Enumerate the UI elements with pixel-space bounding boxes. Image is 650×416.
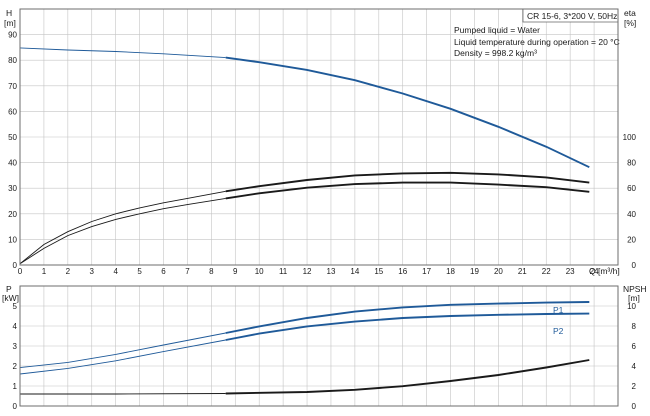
top-chart-series (19, 47, 590, 265)
y-tick-label-right: 6 (632, 342, 637, 351)
bottom-right-axis-unit: [m] (628, 293, 640, 303)
x-tick-label: 21 (518, 267, 527, 276)
x-tick-label: 2 (66, 267, 71, 276)
bottom-right-axis-label: NPSH (623, 284, 647, 294)
series-p2-line-extended (19, 339, 226, 375)
bottom-chart-grid (20, 286, 618, 406)
series-efficiency-lower-line-extended (19, 197, 226, 265)
info-line: Density = 998.2 kg/m³ (454, 48, 537, 58)
y-tick-label-right: 80 (627, 159, 636, 168)
top-left-axis-unit: [m] (4, 18, 16, 28)
y-tick-label-left: 80 (8, 56, 17, 65)
info-line: Pumped liquid = Water (454, 25, 540, 35)
series-p1-line (225, 301, 590, 334)
bottom-left-axis-label: P (6, 284, 12, 294)
bottom-chart-frame (19, 285, 619, 407)
x-tick-label: 13 (327, 267, 336, 276)
bottom-left-axis-unit: [kW] (2, 293, 19, 303)
x-tick-label: 4 (113, 267, 118, 276)
top-right-axis-label: eta (624, 8, 636, 18)
y-tick-label-left: 4 (13, 322, 18, 331)
series-npsh-line-extended (20, 393, 226, 395)
x-tick-label: 1 (42, 267, 47, 276)
y-tick-label-left: 0 (13, 261, 18, 270)
info-line: Liquid temperature during operation = 20… (454, 37, 620, 47)
model-label: CR 15-6, 3*200 V, 50Hz (527, 11, 617, 21)
x-tick-label: 0 (18, 267, 23, 276)
y-tick-label-left: 0 (13, 402, 18, 411)
top-left-axis-label: H (6, 8, 12, 18)
x-tick-label: 7 (185, 267, 190, 276)
series-label-p2: P2 (553, 326, 564, 336)
y-tick-label-right: 20 (627, 235, 636, 244)
y-tick-label-right: 2 (632, 382, 637, 391)
y-tick-label-right: 100 (623, 133, 637, 142)
series-efficiency-lower-line (225, 181, 590, 200)
series-efficiency-upper-line-extended (19, 190, 226, 265)
x-tick-label: 15 (374, 267, 383, 276)
y-tick-label-left: 20 (8, 210, 17, 219)
x-tick-label: 20 (494, 267, 503, 276)
top-chart-frame (19, 8, 619, 266)
series-head-line (225, 56, 590, 169)
x-tick-label: 11 (279, 267, 288, 276)
x-tick-label: 19 (470, 267, 479, 276)
y-tick-label-left: 60 (8, 107, 17, 116)
x-tick-label: 8 (209, 267, 214, 276)
x-tick-label: 24 (590, 267, 599, 276)
y-tick-label-left: 40 (8, 159, 17, 168)
x-tick-label: 9 (233, 267, 238, 276)
x-tick-label: 16 (398, 267, 407, 276)
x-tick-label: 12 (303, 267, 312, 276)
y-tick-label-left: 5 (13, 302, 18, 311)
x-tick-label: 10 (255, 267, 264, 276)
y-tick-label-right: 60 (627, 184, 636, 193)
y-tick-label-left: 1 (13, 382, 18, 391)
x-tick-label: 6 (161, 267, 166, 276)
x-tick-label: 14 (350, 267, 359, 276)
y-tick-label-right: 4 (632, 362, 637, 371)
y-tick-label-left: 50 (8, 133, 17, 142)
series-head-line-extended (19, 47, 226, 59)
x-tick-label: 22 (542, 267, 551, 276)
y-tick-label-left: 10 (8, 235, 17, 244)
top-right-axis-unit: [%] (624, 18, 636, 28)
series-label-p1: P1 (553, 305, 564, 315)
x-tick-label: 5 (137, 267, 142, 276)
y-tick-label-left: 30 (8, 184, 17, 193)
y-tick-label-left: 70 (8, 82, 17, 91)
series-efficiency-upper-line (225, 171, 590, 193)
x-tick-label: 3 (90, 267, 95, 276)
y-tick-label-right: 0 (632, 402, 637, 411)
y-tick-label-right: 40 (627, 210, 636, 219)
y-tick-label-left: 3 (13, 342, 18, 351)
x-axis-label: Q [m³/h] (589, 266, 620, 276)
series-p1-line-extended (19, 332, 226, 369)
y-tick-label-left: 90 (8, 31, 17, 40)
y-tick-label-left: 2 (13, 362, 18, 371)
x-tick-label: 17 (422, 267, 431, 276)
series-npsh-line (225, 359, 590, 395)
y-tick-label-right: 0 (632, 261, 637, 270)
top-chart-grid (20, 9, 618, 265)
y-tick-label-right: 8 (632, 322, 637, 331)
x-tick-label: 23 (566, 267, 575, 276)
series-p2-line (225, 312, 590, 341)
y-tick-label-right: 10 (627, 302, 636, 311)
bottom-chart-series (19, 301, 590, 395)
x-tick-label: 18 (446, 267, 455, 276)
